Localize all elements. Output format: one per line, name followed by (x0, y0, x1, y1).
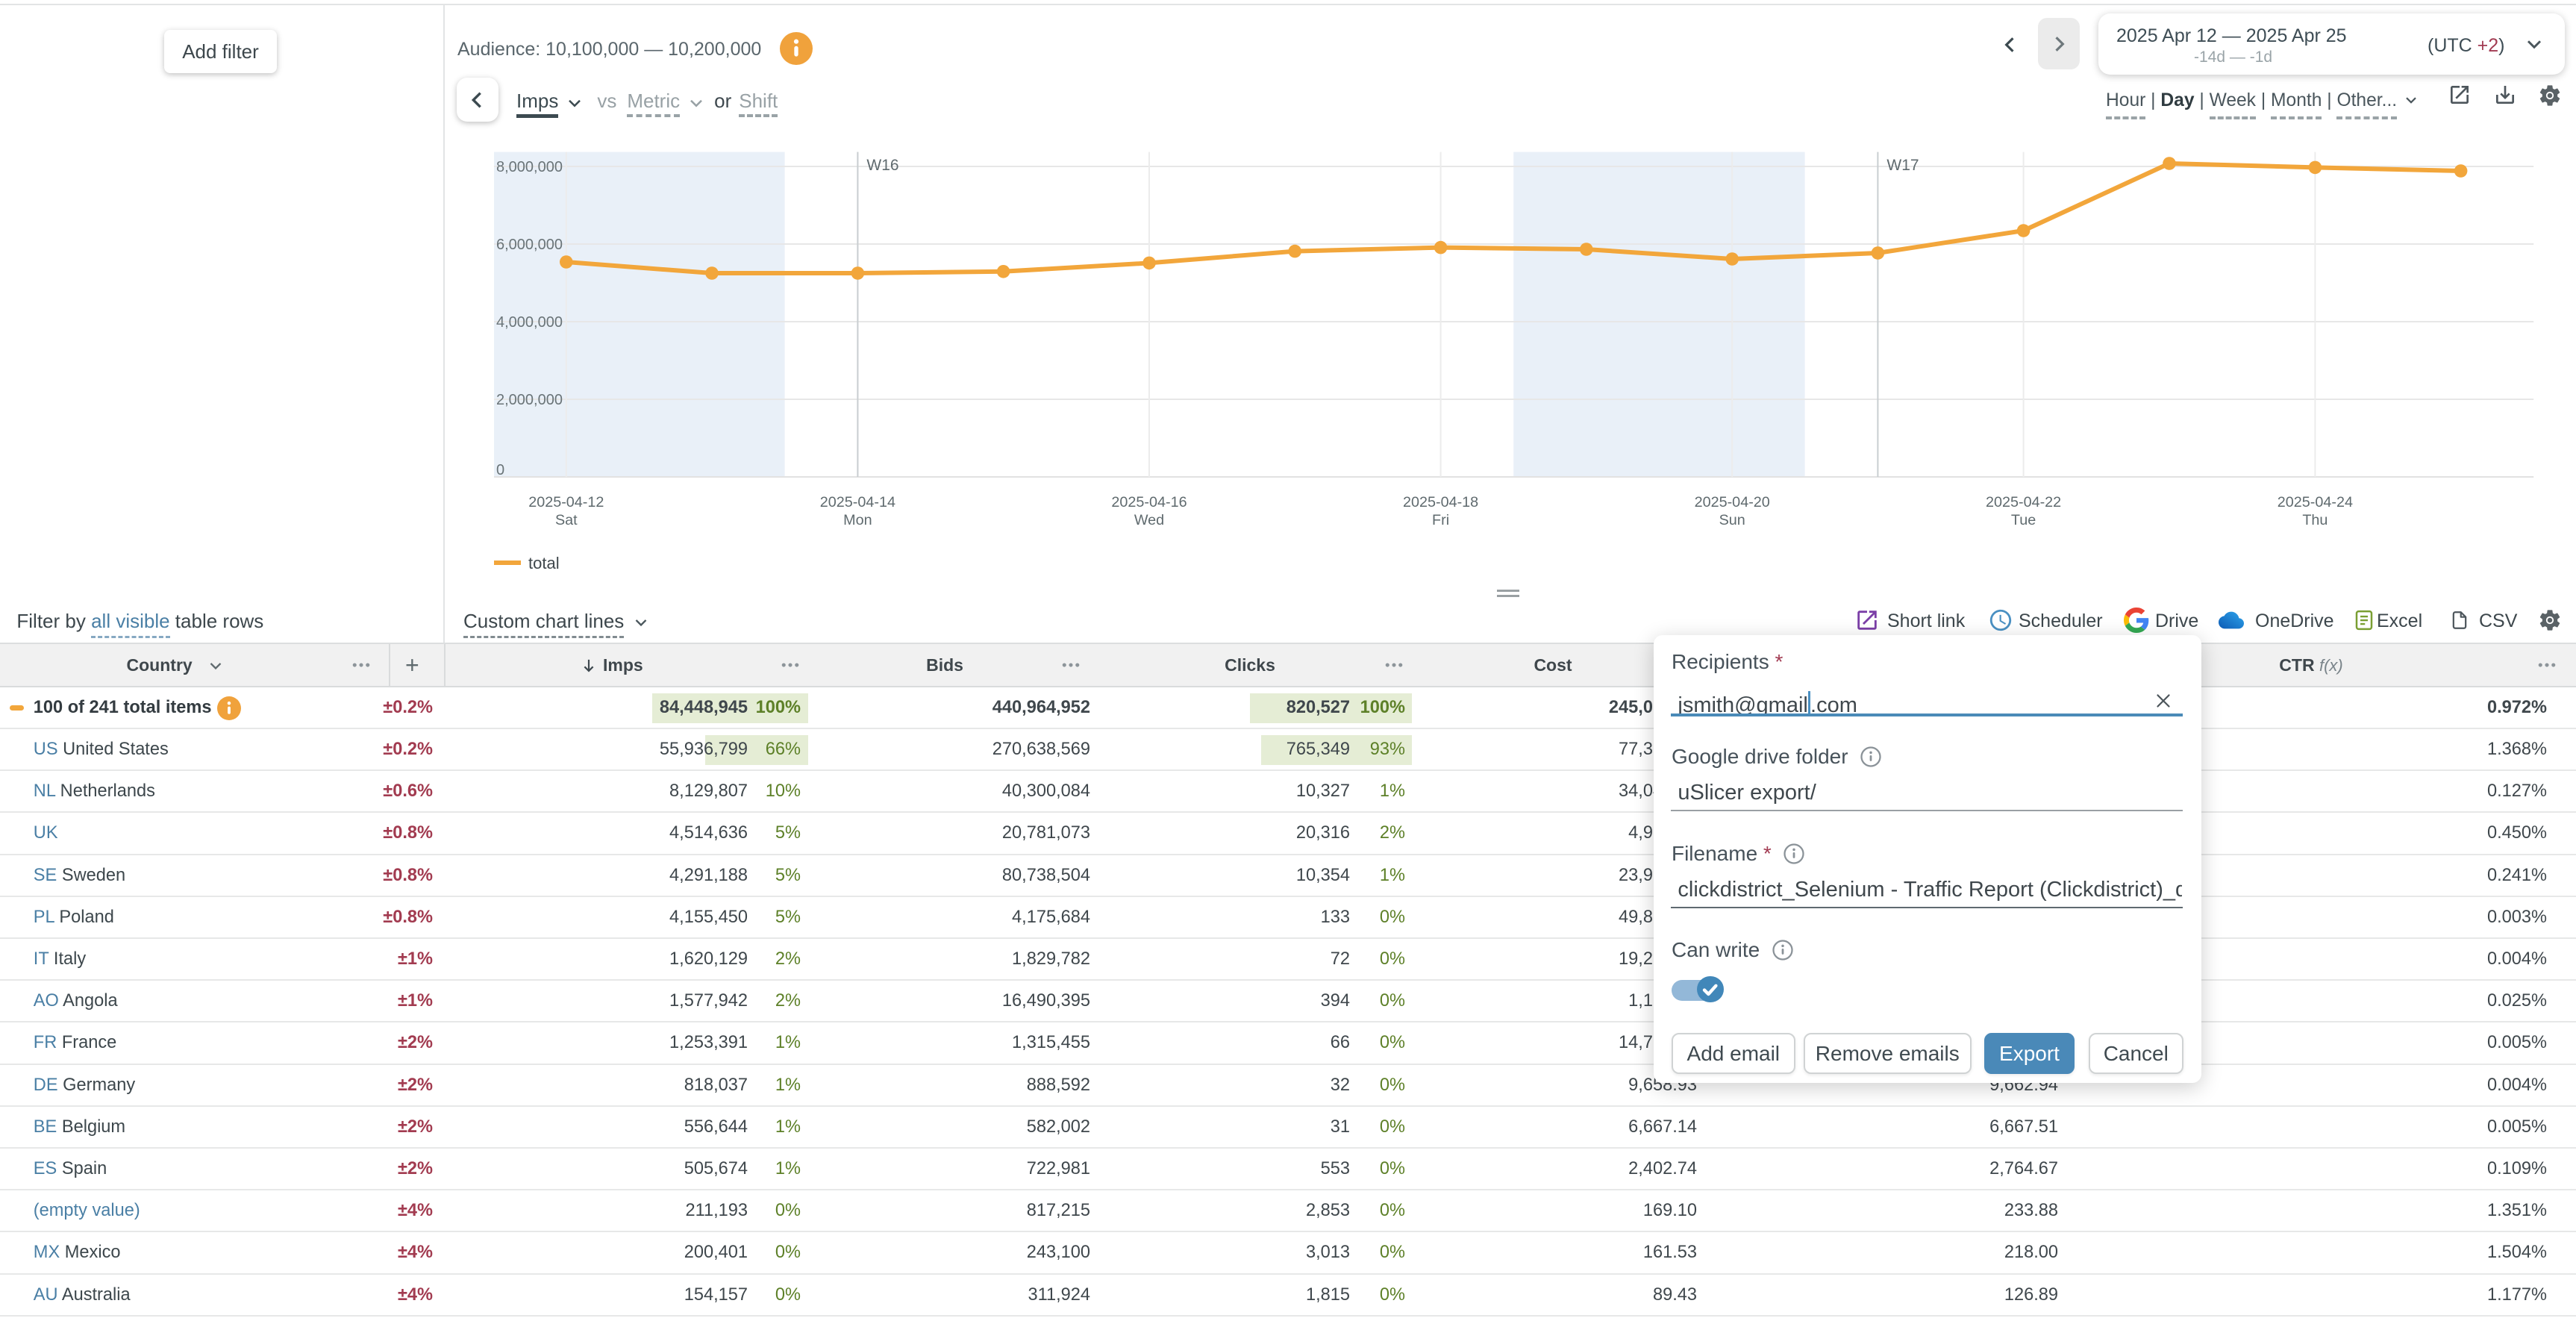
svg-text:Wed: Wed (1134, 512, 1164, 528)
svg-text:2,000,000: 2,000,000 (496, 392, 563, 408)
svg-text:Thu: Thu (2302, 512, 2328, 528)
svg-text:0: 0 (496, 462, 504, 478)
svg-text:W16: W16 (866, 157, 898, 174)
svg-text:total: total (528, 554, 560, 572)
svg-text:4,000,000: 4,000,000 (496, 314, 563, 331)
svg-text:2025-04-14: 2025-04-14 (820, 494, 895, 510)
svg-text:6,000,000: 6,000,000 (496, 237, 563, 253)
svg-text:2025-04-20: 2025-04-20 (1695, 494, 1770, 510)
svg-text:W17: W17 (1886, 157, 1919, 174)
svg-text:Sat: Sat (555, 512, 578, 528)
svg-text:Mon: Mon (843, 512, 872, 528)
svg-text:2025-04-22: 2025-04-22 (1986, 494, 2061, 510)
svg-text:Fri: Fri (1432, 512, 1449, 528)
svg-text:2025-04-16: 2025-04-16 (1111, 494, 1187, 510)
svg-text:Sun: Sun (1719, 512, 1745, 528)
svg-text:2025-04-12: 2025-04-12 (528, 494, 604, 510)
svg-text:8,000,000: 8,000,000 (496, 159, 563, 175)
svg-text:2025-04-24: 2025-04-24 (2278, 494, 2353, 510)
svg-text:Tue: Tue (2011, 512, 2036, 528)
svg-text:2025-04-18: 2025-04-18 (1403, 494, 1478, 510)
